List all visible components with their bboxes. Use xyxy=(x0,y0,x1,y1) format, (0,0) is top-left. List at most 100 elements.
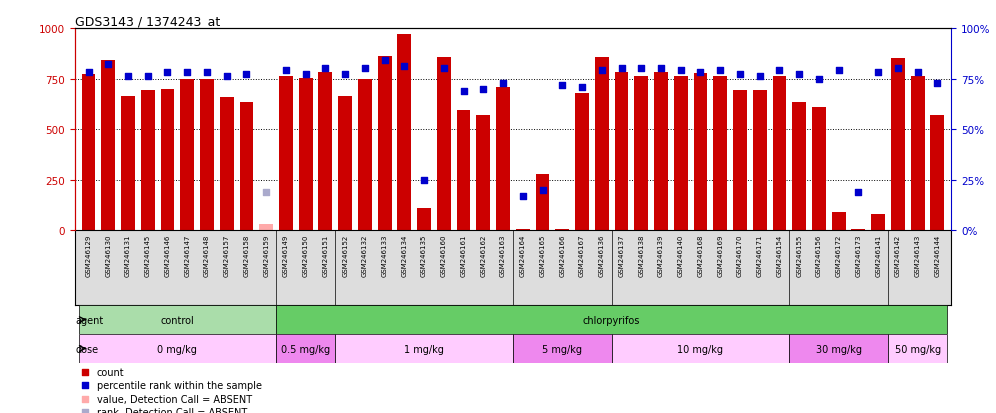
Text: GDS3143 / 1374243_at: GDS3143 / 1374243_at xyxy=(75,15,220,28)
Bar xyxy=(930,116,944,230)
Point xyxy=(871,70,886,76)
Bar xyxy=(457,111,470,230)
Point xyxy=(238,72,254,78)
Bar xyxy=(336,334,513,363)
Text: 10 mg/kg: 10 mg/kg xyxy=(677,344,723,354)
Point xyxy=(318,66,334,73)
Point xyxy=(416,177,432,183)
Point xyxy=(601,12,617,19)
Text: GSM246160: GSM246160 xyxy=(441,234,447,277)
Point xyxy=(811,76,827,83)
Bar xyxy=(476,116,490,230)
Point xyxy=(574,84,590,91)
Point xyxy=(121,74,136,81)
Point xyxy=(298,72,314,78)
Bar xyxy=(259,225,273,230)
Point xyxy=(791,72,807,78)
Bar xyxy=(693,74,707,230)
Text: GSM246145: GSM246145 xyxy=(144,234,150,276)
Point xyxy=(601,376,617,382)
Text: GSM246166: GSM246166 xyxy=(560,234,566,277)
Point xyxy=(515,193,531,199)
Point xyxy=(653,66,669,73)
Point xyxy=(357,66,373,73)
Point xyxy=(258,189,274,195)
Point xyxy=(219,74,235,81)
Text: GSM246130: GSM246130 xyxy=(106,234,112,277)
Point xyxy=(633,66,649,73)
Text: GSM246138: GSM246138 xyxy=(638,234,644,277)
Bar xyxy=(276,334,336,363)
Bar xyxy=(319,73,333,230)
Text: GSM246146: GSM246146 xyxy=(164,234,170,277)
Text: rank, Detection Call = ABSENT: rank, Detection Call = ABSENT xyxy=(97,407,247,413)
Bar xyxy=(595,58,609,230)
Text: GSM246149: GSM246149 xyxy=(283,234,289,277)
Text: GSM246155: GSM246155 xyxy=(796,234,802,276)
Point xyxy=(601,135,617,142)
Text: GSM246142: GSM246142 xyxy=(894,234,900,276)
Text: GSM246150: GSM246150 xyxy=(303,234,309,277)
Text: GSM246133: GSM246133 xyxy=(381,234,387,277)
Point xyxy=(752,74,768,81)
Text: 30 mg/kg: 30 mg/kg xyxy=(816,344,862,354)
Text: 0.5 mg/kg: 0.5 mg/kg xyxy=(281,344,331,354)
Bar xyxy=(872,214,885,230)
Point xyxy=(179,70,195,76)
Bar xyxy=(713,77,727,230)
Bar xyxy=(615,73,628,230)
Text: GSM246159: GSM246159 xyxy=(263,234,269,277)
Point xyxy=(909,70,925,76)
Bar xyxy=(789,334,888,363)
Text: GSM246162: GSM246162 xyxy=(480,234,486,277)
Bar xyxy=(513,334,612,363)
Text: GSM246139: GSM246139 xyxy=(658,234,664,277)
Point xyxy=(436,66,452,73)
Text: value, Detection Call = ABSENT: value, Detection Call = ABSENT xyxy=(97,394,252,404)
Bar xyxy=(239,102,253,230)
Point xyxy=(159,70,175,76)
Bar xyxy=(612,334,789,363)
Text: GSM246157: GSM246157 xyxy=(224,234,230,277)
Point xyxy=(199,70,215,76)
Bar xyxy=(102,61,116,230)
Text: GSM246151: GSM246151 xyxy=(323,234,329,277)
Bar xyxy=(220,97,234,230)
Text: GSM246168: GSM246168 xyxy=(697,234,703,277)
Text: GSM246167: GSM246167 xyxy=(579,234,585,277)
Text: GSM246170: GSM246170 xyxy=(737,234,743,277)
Bar xyxy=(437,58,451,230)
Point xyxy=(772,68,788,75)
Bar xyxy=(339,97,352,230)
Text: percentile rank within the sample: percentile rank within the sample xyxy=(97,380,262,391)
Point xyxy=(831,68,847,75)
Bar xyxy=(160,89,174,230)
Point xyxy=(81,70,97,76)
Text: GSM246171: GSM246171 xyxy=(757,234,763,277)
Bar xyxy=(276,306,947,334)
Bar xyxy=(82,75,96,230)
Bar xyxy=(496,88,510,230)
Point xyxy=(732,72,748,78)
Point xyxy=(338,72,354,78)
Text: GSM246134: GSM246134 xyxy=(401,234,407,277)
Bar xyxy=(122,97,134,230)
Bar xyxy=(200,79,214,230)
Bar xyxy=(79,306,276,334)
Bar xyxy=(575,93,589,230)
Bar xyxy=(279,77,293,230)
Text: GSM246131: GSM246131 xyxy=(125,234,131,277)
Point xyxy=(555,82,571,89)
Bar xyxy=(417,209,431,230)
Point xyxy=(396,64,412,71)
Text: GSM246148: GSM246148 xyxy=(204,234,210,277)
Text: GSM246173: GSM246173 xyxy=(856,234,862,277)
Text: 5 mg/kg: 5 mg/kg xyxy=(542,344,583,354)
Point xyxy=(101,62,117,69)
Point xyxy=(475,86,491,93)
Text: GSM246154: GSM246154 xyxy=(777,234,783,276)
Text: GSM246156: GSM246156 xyxy=(816,234,822,277)
Text: GSM246132: GSM246132 xyxy=(362,234,368,277)
Bar xyxy=(753,90,767,230)
Bar xyxy=(397,35,411,230)
